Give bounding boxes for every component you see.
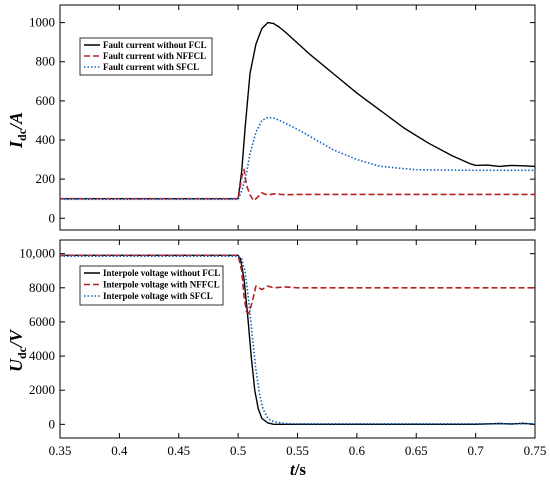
x-tick-label: 0.75 bbox=[524, 443, 547, 458]
voltage-legend: Interpole voltage without FCL Interpole v… bbox=[79, 265, 224, 306]
x-tick-label: 0.5 bbox=[230, 443, 246, 458]
legend-label: Fault current with NFFCL bbox=[103, 51, 206, 61]
series-line-2 bbox=[60, 168, 535, 202]
series-line-2 bbox=[60, 254, 535, 315]
legend-label: Interpole voltage without FCL bbox=[103, 268, 220, 278]
current-legend-box bbox=[79, 37, 213, 76]
y-tick-label: 0 bbox=[49, 416, 56, 431]
x-tick-label: 0.65 bbox=[405, 443, 428, 458]
x-tick-label: 0.35 bbox=[49, 443, 72, 458]
y-tick-label: 2000 bbox=[29, 382, 55, 397]
series-line-1 bbox=[60, 21, 536, 200]
voltage-series-group bbox=[60, 254, 536, 426]
current-chart: 0 200 400 600 800 1000 Fault current without … bbox=[6, 4, 536, 231]
y-tick-label: 600 bbox=[36, 93, 56, 108]
x-tick-label: 0.45 bbox=[167, 443, 190, 458]
x-tick-label: 0.55 bbox=[286, 443, 309, 458]
y-tick-label: 4000 bbox=[29, 348, 55, 363]
y-tick-label: 400 bbox=[36, 132, 56, 147]
voltage-legend-box bbox=[79, 265, 224, 306]
y-tick-label: 800 bbox=[36, 54, 56, 69]
legend-label: Interpole voltage with SFCL bbox=[103, 291, 213, 301]
time-x-axis: 0.35 0.4 0.45 0.5 0.55 0.6 0.65 0.7 0.75 bbox=[49, 240, 547, 458]
current-series-group bbox=[60, 21, 536, 202]
legend-label: Interpole voltage with NFFCL bbox=[103, 280, 220, 290]
y-tick-label: 6000 bbox=[29, 314, 55, 329]
current-y-axis-label: Idc/A bbox=[6, 112, 29, 149]
legend-label: Fault current with SFCL bbox=[103, 62, 199, 72]
y-tick-label: 1000 bbox=[29, 15, 55, 30]
time-x-axis-label: t/s bbox=[290, 460, 306, 479]
x-tick-label: 0.7 bbox=[468, 443, 485, 458]
y-tick-label: 200 bbox=[36, 171, 56, 186]
x-tick-label: 0.4 bbox=[111, 443, 128, 458]
x-tick-label: 0.6 bbox=[349, 443, 366, 458]
voltage-y-axis: 0 2000 4000 6000 8000 10,000 bbox=[19, 246, 535, 431]
y-tick-label: 10,000 bbox=[19, 246, 55, 261]
y-tick-label: 0 bbox=[49, 210, 56, 225]
legend-label: Fault current without FCL bbox=[103, 40, 207, 50]
voltage-y-axis-label: Udc/V bbox=[6, 328, 29, 372]
current-y-axis: 0 200 400 600 800 1000 bbox=[29, 5, 536, 230]
y-tick-label: 8000 bbox=[29, 280, 55, 295]
